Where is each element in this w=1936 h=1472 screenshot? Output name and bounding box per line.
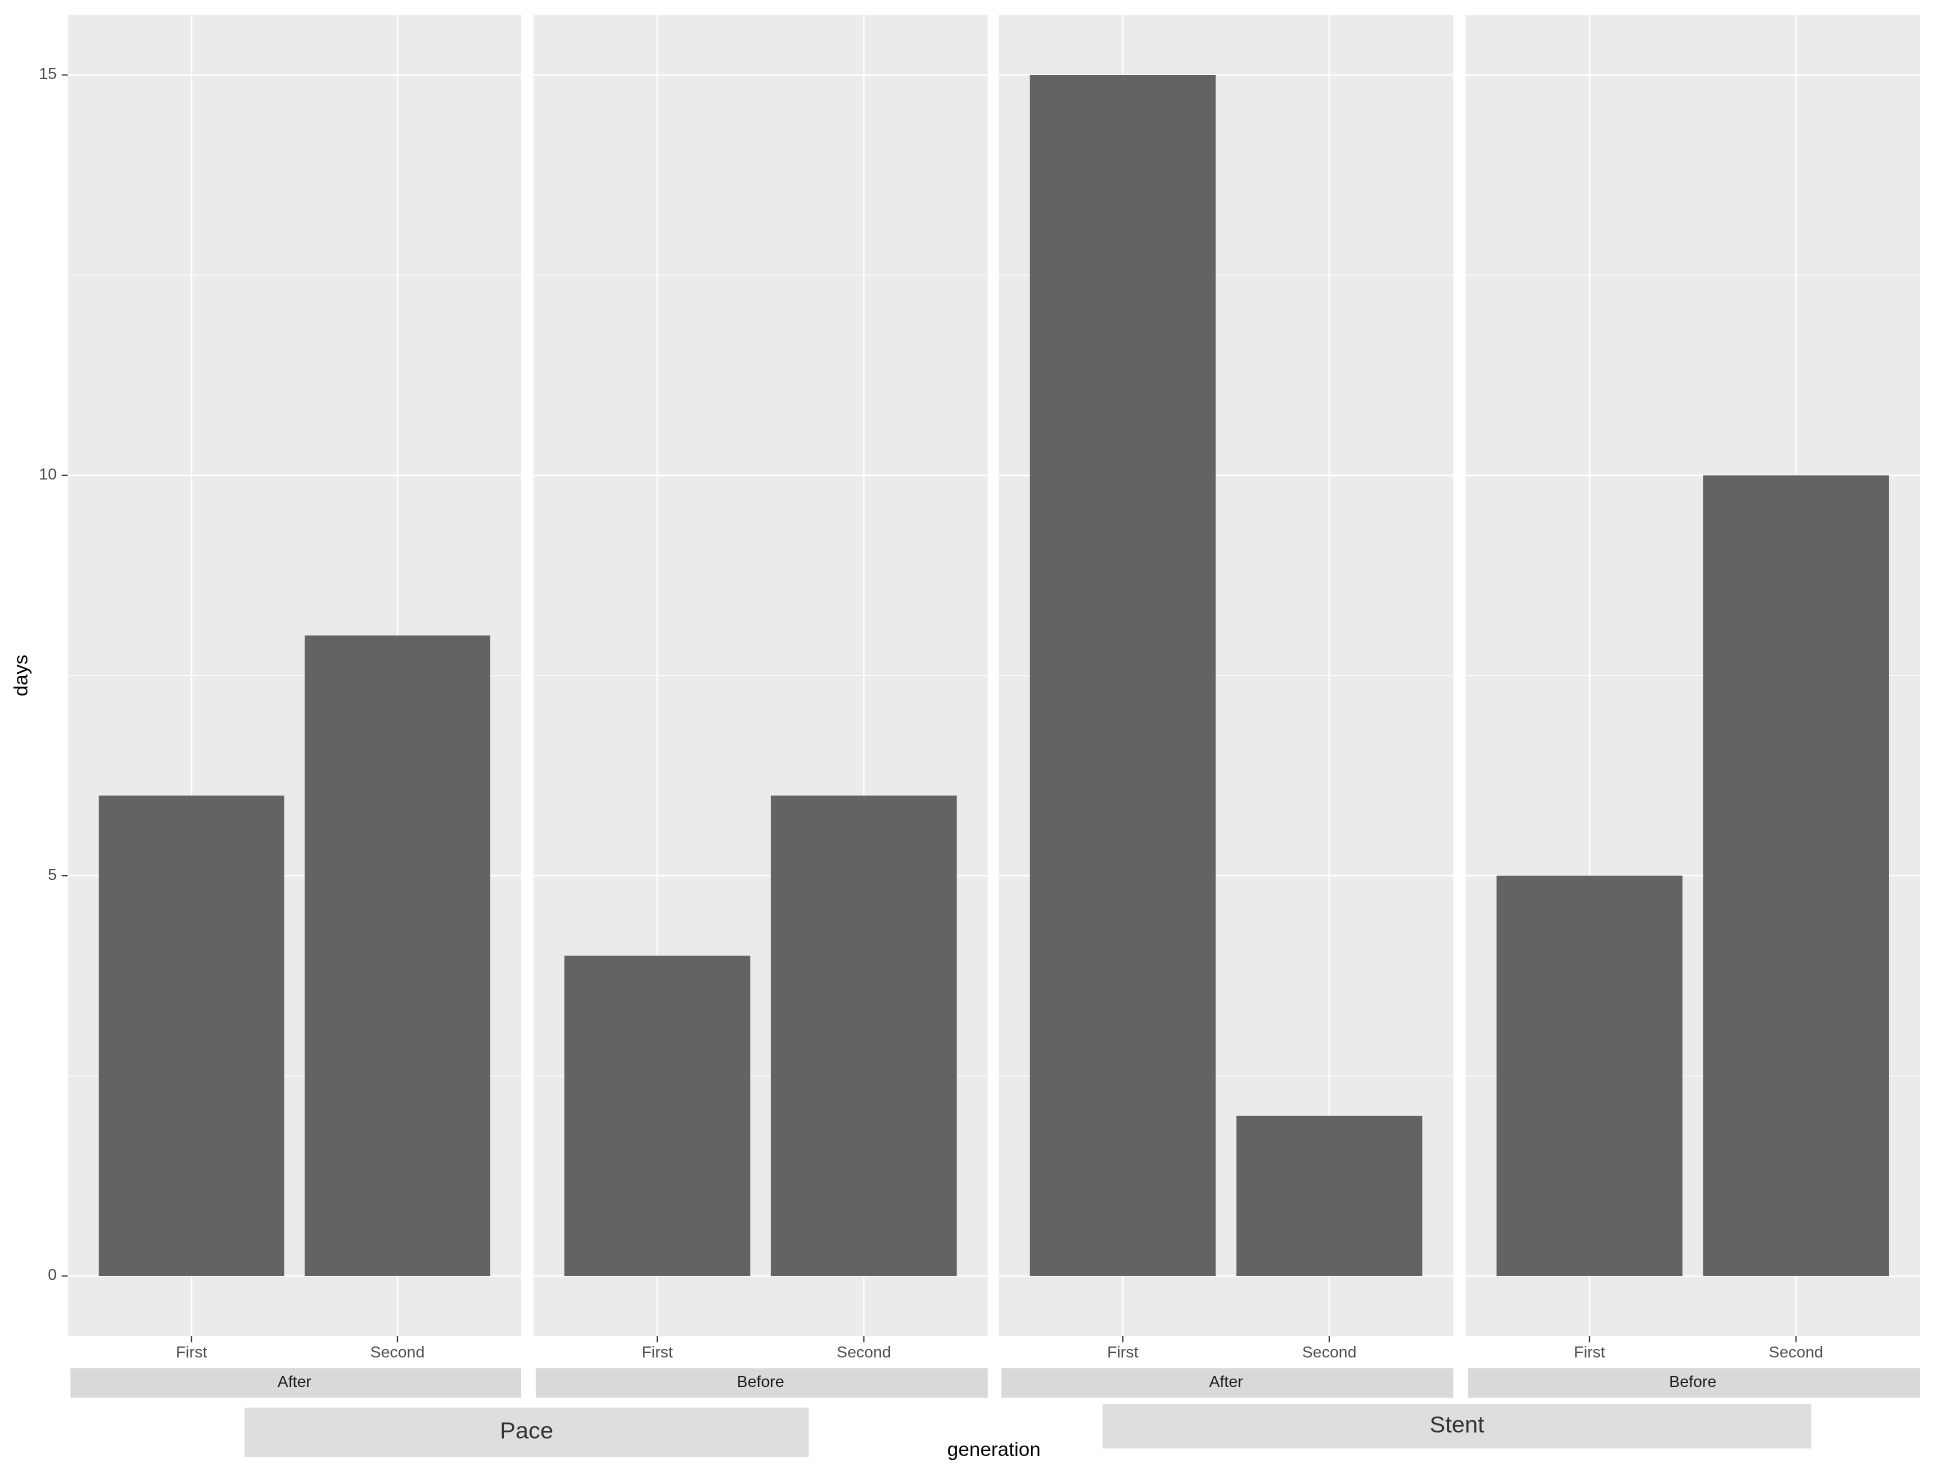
x-tick-label: Second [370, 1344, 424, 1362]
x-tick-label: First [1574, 1344, 1606, 1362]
strip-label: Before [737, 1373, 784, 1391]
y-tick-label: 5 [48, 866, 57, 884]
y-tick-label: 15 [39, 65, 57, 83]
x-tick-label: Second [1302, 1344, 1356, 1362]
strip [1468, 1368, 1920, 1398]
group-strip [1102, 1403, 1812, 1449]
strip [1001, 1368, 1454, 1398]
bar [564, 955, 751, 1277]
group-strip-label: Stent [1430, 1411, 1485, 1437]
y-axis-label: days [10, 655, 32, 697]
strip-label: Before [1669, 1373, 1716, 1391]
strip [70, 1368, 522, 1398]
x-tick-label: First [1107, 1344, 1139, 1362]
x-tick-label: Second [837, 1344, 891, 1362]
x-tick-label: First [176, 1344, 208, 1362]
group-strip [244, 1407, 809, 1458]
y-tick-label: 0 [48, 1266, 57, 1284]
group-strip-label: Pace [500, 1418, 553, 1444]
bar [1236, 1115, 1423, 1277]
strip [535, 1368, 988, 1398]
strip-label: After [278, 1373, 313, 1391]
bar [770, 795, 957, 1277]
x-tick-label: Second [1769, 1344, 1823, 1362]
bar [98, 795, 285, 1277]
strip-label: After [1209, 1373, 1244, 1391]
bar [304, 635, 491, 1277]
y-tick-label: 10 [39, 466, 57, 484]
bar [1703, 475, 1889, 1277]
x-tick-label: First [642, 1344, 674, 1362]
bar [1496, 875, 1683, 1277]
bar [1029, 74, 1216, 1277]
x-axis-label: generation [947, 1439, 1040, 1461]
